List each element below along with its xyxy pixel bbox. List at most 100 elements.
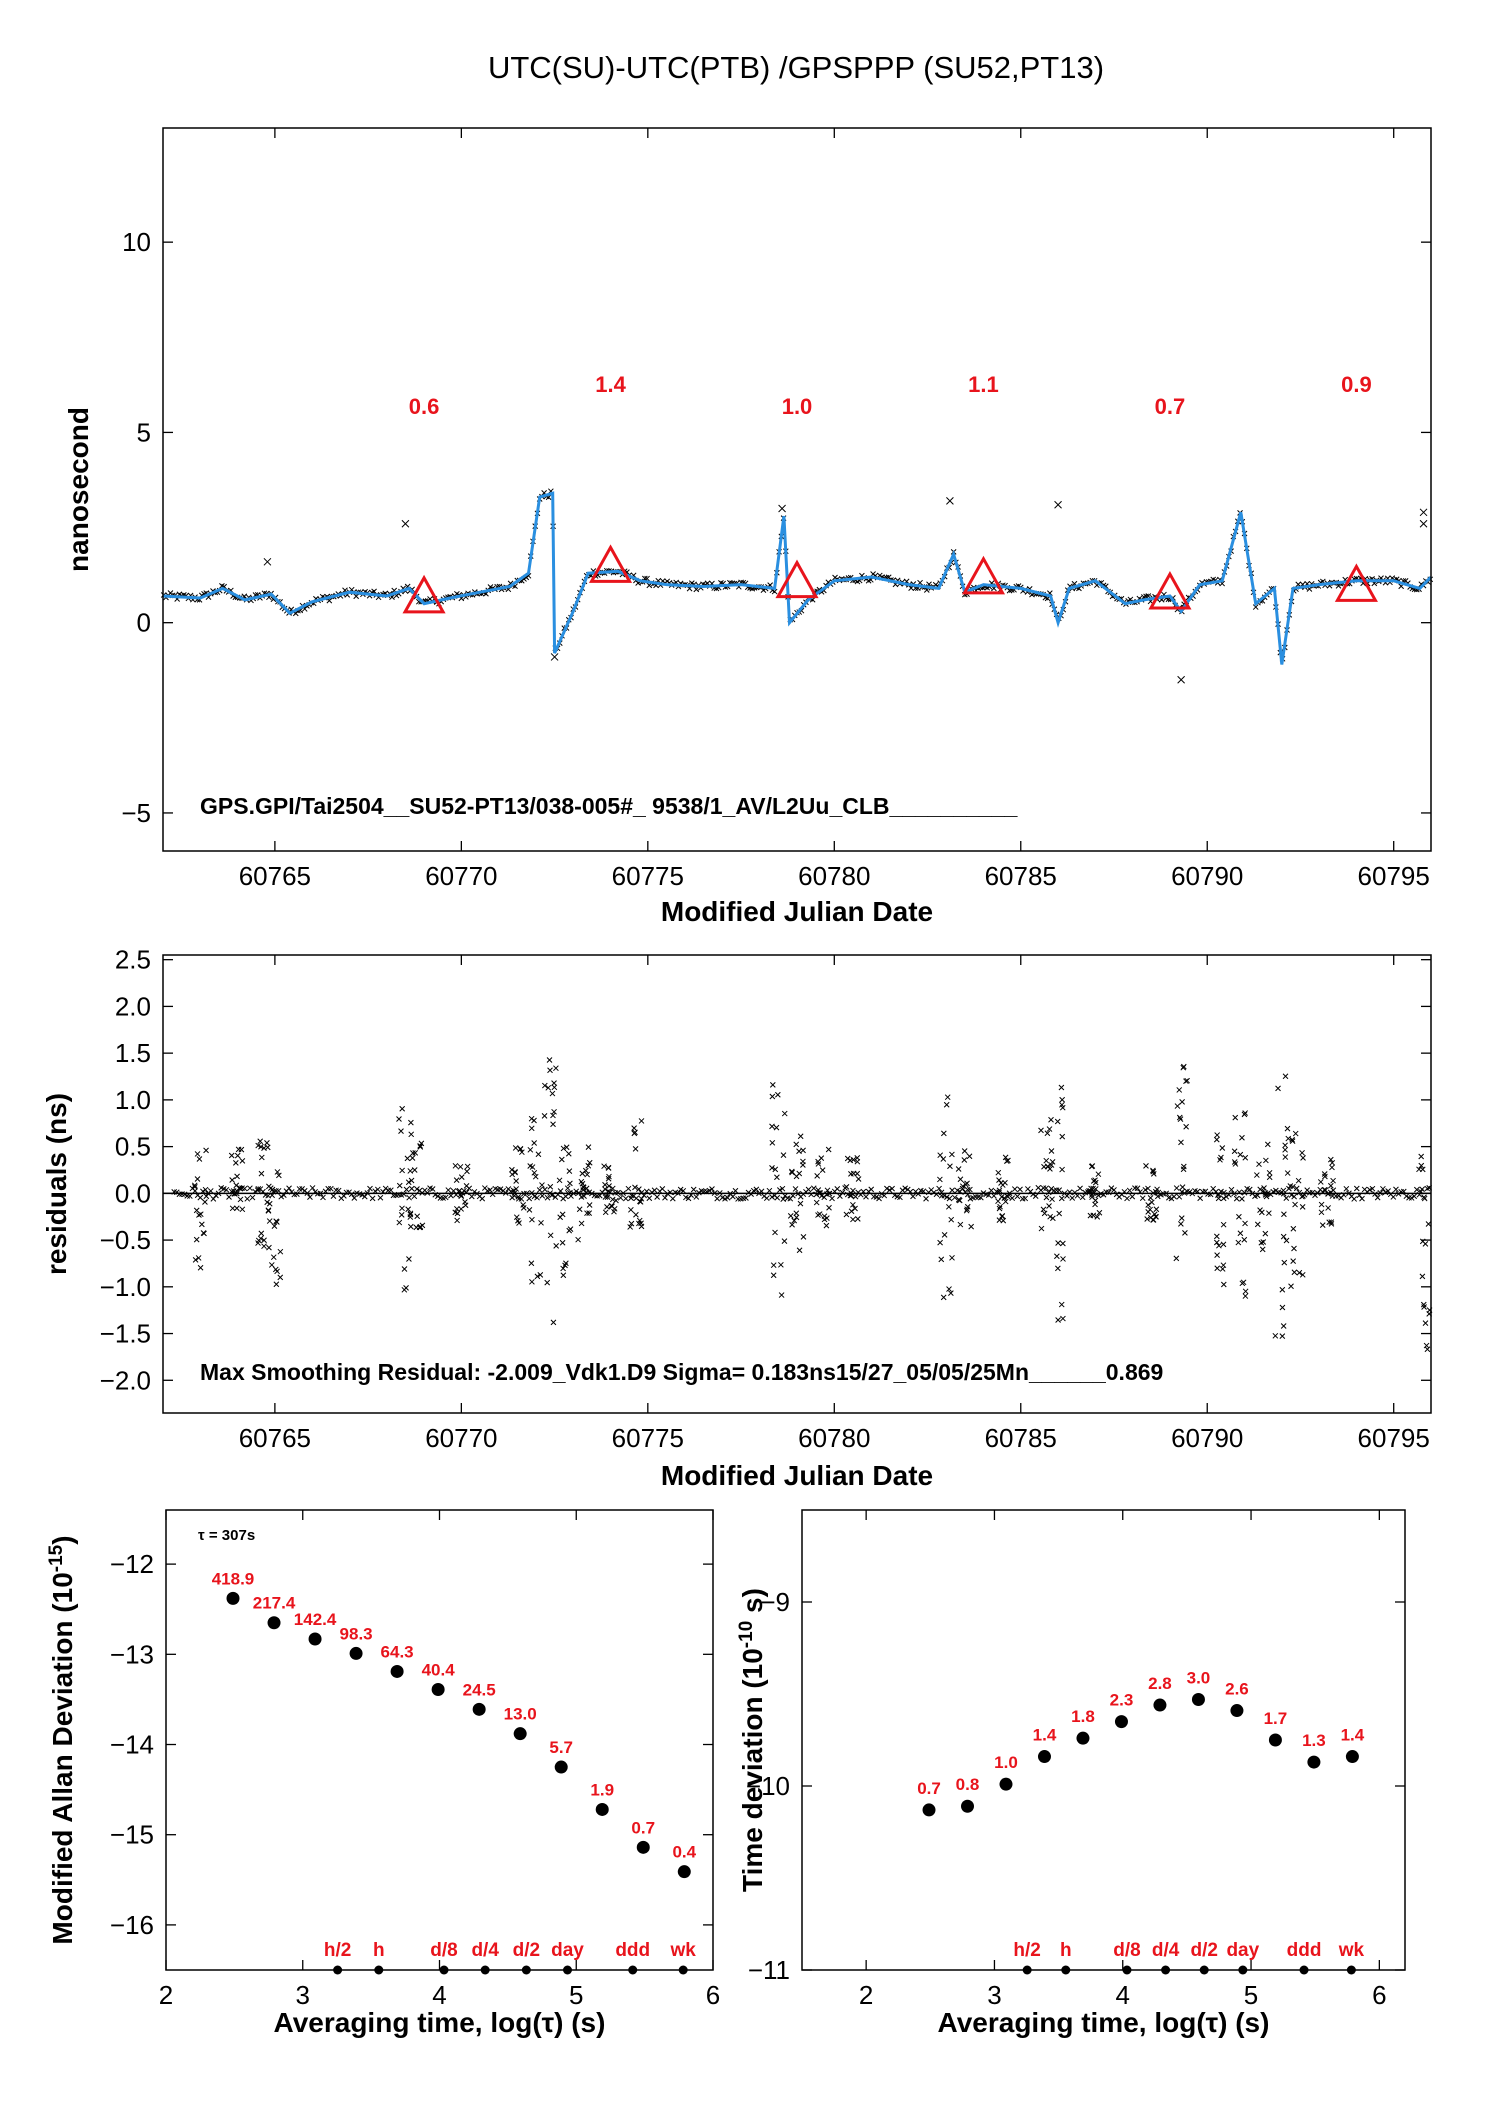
outlier-cross xyxy=(1177,675,1185,684)
residual-spike-cross xyxy=(1048,1162,1055,1168)
residual-cross xyxy=(1233,1195,1240,1202)
residual-spike-cross xyxy=(815,1212,821,1218)
residual-spike-cross xyxy=(1145,1209,1152,1215)
residual-spike-cross xyxy=(399,1105,406,1112)
residual-spike-cross xyxy=(1291,1269,1298,1276)
residual-cross xyxy=(286,1185,292,1192)
residual-spike-cross xyxy=(1237,1230,1244,1237)
residual-spike-cross xyxy=(627,1224,634,1230)
residual-spike-cross xyxy=(531,1140,538,1146)
deviation-point xyxy=(1114,1715,1128,1729)
residual-cross xyxy=(805,1186,812,1193)
residual-cross xyxy=(325,1185,332,1192)
residual-spike-cross xyxy=(546,1057,553,1063)
residual-spike-cross xyxy=(1283,1237,1290,1244)
y-tick-label: 2.0 xyxy=(115,991,151,1021)
residual-spike-cross xyxy=(586,1210,593,1216)
data-cross xyxy=(771,588,778,595)
residual-spike-cross xyxy=(1239,1134,1245,1141)
residual-spike-cross xyxy=(1088,1163,1095,1170)
residual-cross xyxy=(403,1186,410,1193)
residual-spike-cross xyxy=(1425,1221,1432,1227)
residual-cross xyxy=(241,1185,248,1192)
residual-cross xyxy=(818,1193,825,1199)
residual-spike-cross xyxy=(193,1236,200,1243)
point-value-label: 1.3 xyxy=(1302,1731,1326,1750)
residual-spike-cross xyxy=(408,1131,415,1138)
residual-spike-cross xyxy=(563,1144,570,1151)
point-value-label: 217.4 xyxy=(253,1594,296,1613)
point-value-label: 1.9 xyxy=(590,1780,614,1799)
residual-cross xyxy=(487,1187,493,1193)
residual-spike-cross xyxy=(1263,1157,1269,1164)
time-mark-label: d/4 xyxy=(1152,1940,1180,1961)
residual-spike-cross xyxy=(560,1145,567,1152)
plot-frame xyxy=(162,954,1432,1414)
residual-spike-cross xyxy=(1044,1130,1051,1137)
residual-spike-cross xyxy=(1173,1255,1180,1262)
residual-spike-cross xyxy=(1002,1154,1009,1161)
residual-spike-cross xyxy=(1060,1256,1066,1262)
residual-spike-cross xyxy=(529,1278,535,1285)
residual-cross xyxy=(933,1191,940,1198)
residual-spike-cross xyxy=(274,1169,281,1175)
residual-cross xyxy=(602,1186,608,1192)
x-axis-label: Averaging time, log(τ) (s) xyxy=(274,2007,606,2038)
outlier-cross xyxy=(550,653,559,661)
deviation-point xyxy=(1345,1750,1359,1764)
residual-cross xyxy=(1124,1195,1130,1202)
residual-spike-cross xyxy=(946,1286,952,1292)
residual-spike-cross xyxy=(404,1155,411,1162)
point-value-label: 0.7 xyxy=(917,1779,941,1798)
residual-cross xyxy=(518,1196,525,1202)
residual-spike-cross xyxy=(826,1204,832,1211)
residual-cross xyxy=(450,1188,457,1194)
residual-spike-cross xyxy=(769,1093,776,1100)
y-tick-label: 5 xyxy=(137,417,151,447)
residual-cross xyxy=(335,1187,342,1194)
marker-triangle xyxy=(588,544,633,583)
residual-spike-cross xyxy=(943,1101,950,1108)
residual-cross xyxy=(622,1195,629,1202)
residual-spike-cross xyxy=(1214,1265,1221,1272)
residual-spike-cross xyxy=(1329,1159,1336,1166)
residual-spike-cross xyxy=(1241,1236,1248,1243)
residual-cross xyxy=(1111,1187,1117,1193)
residual-spike-cross xyxy=(1049,1196,1055,1203)
residual-spike-cross xyxy=(613,1197,619,1204)
residual-cross xyxy=(1043,1185,1049,1192)
point-value-label: 1.4 xyxy=(1341,1726,1365,1745)
residual-spike-cross xyxy=(602,1181,608,1188)
residual-spike-cross xyxy=(825,1146,832,1153)
residual-spike-cross xyxy=(850,1201,856,1208)
residual-cross xyxy=(923,1195,929,1202)
residual-cross xyxy=(834,1186,841,1192)
residual-cross xyxy=(489,1191,496,1198)
residual-spike-cross xyxy=(1281,1259,1288,1266)
residual-spike-cross xyxy=(194,1151,201,1157)
residual-spike-cross xyxy=(1058,1301,1065,1308)
residual-cross xyxy=(534,1194,540,1201)
residual-cross xyxy=(497,1186,504,1192)
residual-cross xyxy=(1030,1191,1036,1198)
residual-spike-cross xyxy=(1004,1193,1011,1200)
residual-spike-cross xyxy=(534,1273,541,1280)
x-tick-label: 60785 xyxy=(985,1423,1057,1453)
deviation-point xyxy=(1230,1704,1244,1718)
residual-cross xyxy=(1408,1195,1415,1201)
residual-spike-cross xyxy=(1055,1317,1061,1323)
residual-spike-cross xyxy=(261,1243,267,1250)
residual-spike-cross xyxy=(824,1187,831,1194)
residual-spike-cross xyxy=(1295,1177,1302,1184)
residual-cross xyxy=(1079,1194,1086,1201)
residual-spike-cross xyxy=(945,1203,952,1210)
residual-spike-cross xyxy=(1422,1241,1429,1247)
residual-cross xyxy=(1413,1186,1420,1193)
residual-spike-cross xyxy=(197,1211,204,1218)
residual-spike-cross xyxy=(191,1184,198,1190)
residual-cross xyxy=(1291,1193,1297,1200)
residual-cross xyxy=(636,1186,642,1192)
residual-spike-cross xyxy=(821,1216,828,1223)
residual-spike-cross xyxy=(606,1183,612,1189)
residual-cross xyxy=(1421,1195,1428,1202)
